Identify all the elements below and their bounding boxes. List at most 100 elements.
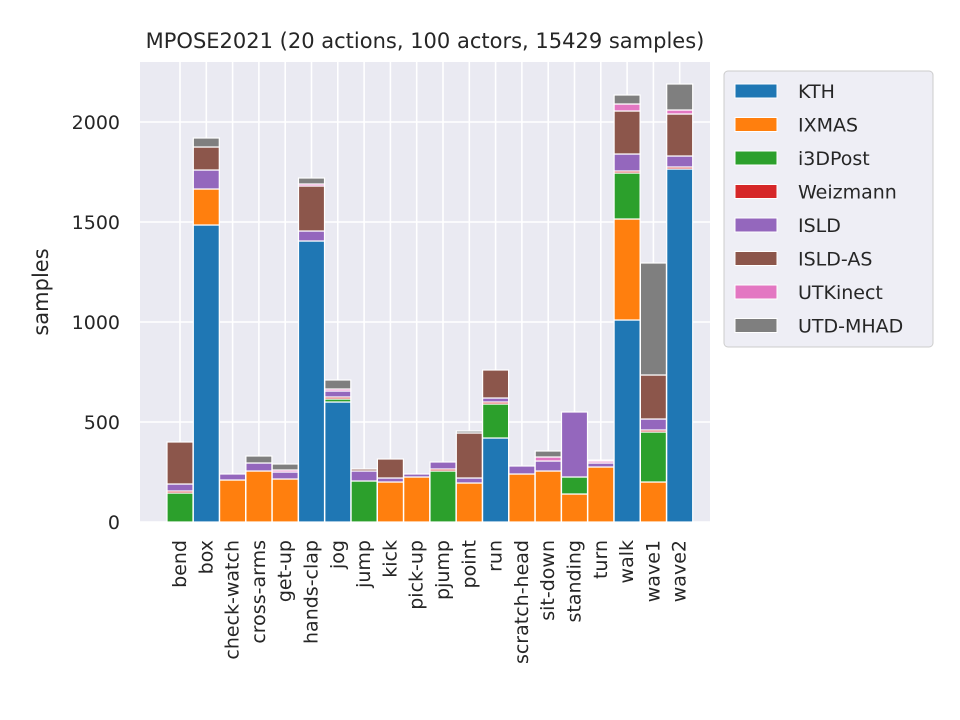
x-tick-label-get-up: get-up (274, 540, 296, 602)
bar-hands-clap-UTD-MHAD (297, 177, 326, 185)
bar-walk-KTH (613, 319, 641, 523)
bar-pjump-ISLD (429, 461, 457, 470)
y-tick-label-2000: 2000 (72, 112, 120, 134)
bar-cross-arms-ISLD (245, 462, 273, 472)
bar-get-up-ISLD (271, 471, 299, 480)
bar-bend-ISLD (166, 483, 194, 492)
bar-turn-ISLD (587, 462, 615, 468)
x-tick-label-point: point (458, 540, 480, 588)
bar-wave2-ISLD-AS (666, 113, 694, 157)
bar-point-ISLD-AS (455, 432, 483, 479)
legend: KTH IXMAS i3DPost Weizmann ISLD ISLD-AS UTKine… (723, 70, 934, 348)
bar-walk-i3DPost (613, 172, 641, 220)
bar-point-IXMAS (455, 482, 483, 523)
x-tick-label-pick-up: pick-up (406, 540, 428, 610)
bar-hands-clap-ISLD (297, 230, 326, 242)
bar-pick-up-IXMAS (403, 476, 431, 523)
bar-standing-ISLD (560, 411, 589, 478)
chart-title: MPOSE2021 (20 actions, 100 actors, 15429… (146, 29, 705, 53)
bar-pjump-i3DPost (429, 470, 457, 523)
legend-label-UTD-MHAD: UTD-MHAD (798, 316, 903, 338)
bar-kick-ISLD-AS (376, 458, 404, 479)
bar-jump-ISLD-AS (350, 468, 378, 472)
legend-label-IXMAS: IXMAS (798, 115, 858, 137)
bar-run-ISLD-AS (482, 369, 510, 399)
bar-run-KTH (482, 437, 510, 523)
bar-wave2-UTD-MHAD (666, 83, 694, 111)
bar-get-up-IXMAS (271, 478, 299, 523)
bar-box-KTH (192, 224, 220, 523)
legend-label-UTKinect: UTKinect (798, 282, 883, 304)
bar-walk-UTD-MHAD (613, 94, 641, 105)
y-tick-label-0: 0 (108, 512, 120, 534)
bar-box-ISLD (192, 169, 220, 190)
legend-swatch-KTH (734, 83, 778, 99)
bar-box-IXMAS (192, 188, 220, 226)
bar-jump-ISLD (350, 470, 378, 482)
legend-swatch-IXMAS (734, 117, 778, 132)
x-tick-label-kick: kick (379, 540, 401, 578)
bar-point-UTD-MHAD (455, 430, 483, 434)
bar-walk-UTKinect (613, 103, 641, 112)
bar-kick-IXMAS (376, 481, 404, 523)
bar-cross-arms-IXMAS (245, 470, 273, 523)
y-tick-label-1500: 1500 (72, 212, 120, 234)
bar-jog-ISLD (324, 390, 352, 398)
bar-run-i3DPost (482, 403, 510, 439)
bar-walk-IXMAS (613, 218, 641, 321)
bar-wave2-ISLD (666, 155, 694, 168)
legend-label-i3DPost: i3DPost (798, 148, 870, 170)
bar-check-watch-IXMAS (219, 479, 247, 523)
x-tick-labels: bend box check-watch cross-arms get-up hands-… (169, 540, 691, 664)
x-tick-label-wave1: wave1 (642, 540, 664, 602)
x-tick-label-pjump: pjump (432, 540, 454, 600)
x-tick-label-cross-arms: cross-arms (248, 540, 270, 644)
bar-check-watch-ISLD (219, 473, 247, 481)
legend-swatch-i3DPost (734, 150, 778, 166)
bar-box-ISLD-AS (192, 146, 220, 171)
bar-wave1-IXMAS (639, 481, 668, 523)
bar-wave1-i3DPost (639, 431, 668, 483)
legend-swatch-ISLD (734, 217, 778, 233)
bar-scratch-head-ISLD (508, 465, 536, 475)
bar-cross-arms-UTD-MHAD (245, 455, 273, 464)
y-tick-label-500: 500 (84, 412, 120, 434)
bars (166, 83, 694, 523)
bar-wave1-ISLD-AS (639, 374, 668, 420)
bar-sit-down-UTKinect (534, 456, 562, 462)
bar-wave2-KTH (666, 168, 694, 523)
bar-jump-i3DPost (350, 480, 378, 523)
bar-hands-clap-ISLD-AS (297, 185, 326, 232)
x-tick-label-jump: jump (353, 540, 375, 589)
bar-scratch-head-IXMAS (508, 473, 536, 523)
legend-label-ISLD: ISLD (798, 215, 841, 237)
legend-box (723, 70, 934, 348)
bar-box-UTD-MHAD (192, 137, 220, 148)
x-tick-label-hands-clap: hands-clap (301, 540, 323, 644)
bar-sit-down-UTD-MHAD (534, 450, 562, 458)
x-tick-label-jog: jog (327, 540, 349, 570)
bar-wave1-UTD-MHAD (639, 262, 668, 376)
legend-swatch-UTD-MHAD (734, 318, 778, 333)
bar-pick-up-ISLD (403, 473, 431, 478)
bar-standing-IXMAS (560, 493, 589, 523)
legend-swatch-ISLD-AS (734, 251, 778, 266)
bar-get-up-UTD-MHAD (271, 463, 299, 471)
x-tick-label-wave2: wave2 (669, 540, 691, 602)
x-tick-label-standing: standing (564, 540, 586, 622)
bar-point-ISLD (455, 477, 483, 484)
legend-label-ISLD-AS: ISLD-AS (798, 249, 872, 271)
bar-jog-UTD-MHAD (324, 379, 352, 390)
bar-kick-ISLD (376, 477, 404, 483)
bar-sit-down-ISLD (534, 460, 562, 472)
bar-standing-i3DPost (560, 476, 589, 495)
x-tick-label-box: box (195, 540, 217, 574)
bar-jog-KTH (324, 401, 352, 523)
bar-turn-UTD-MHAD (587, 459, 615, 462)
bar-hands-clap-KTH (297, 240, 326, 523)
x-tick-label-run: run (485, 540, 507, 572)
bar-walk-ISLD-AS (613, 110, 641, 155)
bar-wave1-ISLD (639, 418, 668, 431)
bar-sit-down-IXMAS (534, 470, 562, 523)
